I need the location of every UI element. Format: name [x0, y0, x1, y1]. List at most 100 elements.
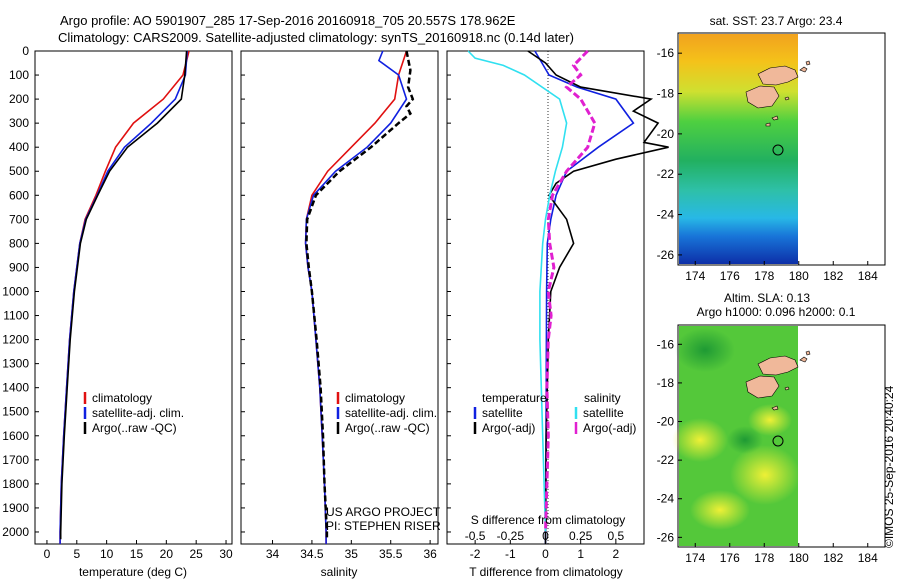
depth-tick-label: 700 [9, 212, 29, 226]
depth-tick-label: 2000 [2, 525, 29, 539]
sla-high-patch [730, 445, 800, 505]
x-tick-label: -2 [470, 547, 481, 561]
depth-tick-label: 1900 [2, 501, 29, 515]
sla-float-position [772, 435, 784, 447]
depth-axis-labels: 0 100 200 300 400 500 600 700 800 900 1000 1100 1200… [2, 44, 451, 539]
x-tick-label: 34.5 [300, 547, 324, 561]
depth-tick-label: 200 [9, 92, 29, 106]
s-difference-label: S difference from climatology [471, 513, 626, 527]
x-tick-label: 5 [73, 547, 80, 561]
x-tick-label: 178 [754, 551, 774, 565]
sla-dark-patch [675, 328, 735, 372]
x-tick-label: 36 [423, 547, 437, 561]
temperature-legend: climatology satellite-adj. clim. Argo(..… [83, 391, 184, 435]
x-tick-label: 34 [266, 547, 280, 561]
s-tick-label: 0.25 [569, 529, 593, 543]
depth-tick-label: 1300 [2, 357, 29, 371]
x-tick-label: 20 [160, 547, 174, 561]
legend-argo: Argo(..raw -QC) [92, 421, 177, 435]
s-tick-label: -0.5 [465, 529, 486, 543]
x-tick-label: 180 [789, 269, 809, 283]
x-tick-label: 15 [130, 547, 144, 561]
fiji-small-islands [771, 350, 811, 411]
x-tick-label: 35.5 [379, 547, 403, 561]
series-line-satellite-adj-clim [304, 50, 408, 544]
depth-tick-label: 1000 [2, 284, 29, 298]
fiji-vanua-levu [757, 355, 799, 376]
series-line-climatology [59, 50, 190, 544]
y-tick-label: -26 [657, 248, 675, 262]
t-difference-ticks: -2 -1 0 1 2 [470, 540, 620, 561]
x-tick-label: 10 [100, 547, 114, 561]
sla-land [745, 350, 811, 411]
y-tick-label: -24 [657, 208, 675, 222]
legend-s-satellite: satellite [583, 406, 624, 420]
salinity-x-ticks: 34 34.5 35 35.5 36 [266, 540, 437, 561]
y-tick-label: -20 [657, 415, 675, 429]
temperature-x-ticks: 0 5 10 15 20 25 30 [44, 540, 233, 561]
depth-tick-label: 400 [9, 140, 29, 154]
legend-argo: Argo(..raw -QC) [345, 421, 430, 435]
series-line-salinity-argo-adj [544, 49, 597, 533]
x-tick-label: 25 [190, 547, 204, 561]
legend-s-argo: Argo(-adj) [583, 421, 636, 435]
salinity-axes-frame [240, 50, 439, 545]
depth-tick-label: 1100 [3, 309, 29, 323]
y-tick-label: -16 [657, 46, 675, 60]
salinity-xlabel: salinity [321, 565, 358, 579]
temperature-axes-frame [34, 50, 233, 545]
series-line-salinity-satellite [467, 50, 568, 533]
s-tick-label: 0.5 [608, 529, 625, 543]
difference-lines [467, 49, 669, 545]
legend-climatology: climatology [345, 391, 405, 405]
series-line-argo-raw-qc [59, 50, 188, 540]
sst-float-position [772, 144, 784, 156]
sla-high-patch [672, 418, 728, 462]
sst-map-panel: sat. SST: 23.7 Argo: 23.4 -16 -18 -20 -22 -2… [657, 14, 886, 283]
s-difference-ticks: -0.5 -0.25 0 0.25 0.5 [465, 529, 625, 543]
x-tick-label: 178 [754, 269, 774, 283]
depth-tick-label: 1500 [2, 405, 29, 419]
sla-y-ticks: -16 -18 -20 -22 -24 -26 [657, 337, 682, 544]
x-tick-label: 184 [858, 269, 878, 283]
y-tick-label: -18 [657, 376, 675, 390]
copyright-stamp: ©IMOS 25-Sep-2016 20:40:24 [882, 385, 896, 548]
sst-x-ticks: 174 176 178 180 182 184 [685, 261, 878, 283]
series-line-argo-raw-qc [305, 50, 415, 540]
x-tick-label: 182 [823, 551, 843, 565]
depth-tick-label: 100 [9, 68, 29, 82]
s-tick-label: 0 [542, 529, 549, 543]
depth-tick-label: 800 [9, 236, 29, 250]
x-tick-label: 35 [345, 547, 359, 561]
sla-map-panel: Altim. SLA: 0.13 Argo h1000: 0.096 h2000… [657, 291, 886, 565]
depth-tick-label: 1600 [2, 429, 29, 443]
legend-temperature-heading: temperature [482, 391, 547, 405]
credit-project: US ARGO PROJECT [326, 505, 441, 519]
x-tick-label: 0 [44, 547, 51, 561]
y-tick-label: -16 [657, 337, 675, 351]
legend-salinity-heading: salinity [584, 391, 621, 405]
salinity-lines [304, 50, 415, 544]
y-tick-label: -18 [657, 87, 675, 101]
header-line1: Argo profile: AO 5901907_285 17-Sep-2016… [60, 13, 516, 28]
y-tick-label: -22 [657, 167, 675, 181]
legend-satellite: satellite-adj. clim. [345, 406, 437, 420]
depth-tick-label: 1700 [2, 453, 29, 467]
x-tick-label: 1 [577, 547, 584, 561]
depth-tick-label: 1200 [2, 333, 29, 347]
series-line-satellite-adj-clim [59, 50, 188, 544]
x-tick-label: 30 [219, 547, 233, 561]
depth-tick-label: 300 [9, 116, 29, 130]
y-tick-label: -20 [657, 127, 675, 141]
difference-xlabel: T difference from climatology [469, 565, 623, 579]
x-tick-label: 176 [720, 551, 740, 565]
sst-land [745, 60, 811, 127]
legend-t-satellite: satellite [482, 406, 523, 420]
x-tick-label: 182 [823, 269, 843, 283]
x-tick-label: 180 [789, 551, 809, 565]
difference-panel: temperature salinity satellite Argo(-adj… [446, 49, 669, 579]
sla-map-title2: Argo h1000: 0.096 h2000: 0.1 [697, 305, 856, 319]
credit-pi: PI: STEPHEN RISER [326, 519, 441, 533]
depth-tick-label: 1800 [2, 477, 29, 491]
